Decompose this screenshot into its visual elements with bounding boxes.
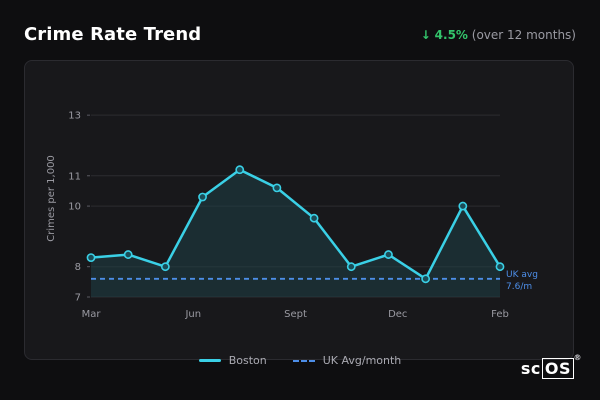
x-tick-label: Dec xyxy=(388,309,407,320)
y-tick-label: 7 xyxy=(75,293,81,304)
series-line-boston xyxy=(89,168,502,281)
legend-label-uk-avg: UK Avg/month xyxy=(322,354,402,367)
brand-reg-mark: ® xyxy=(573,353,582,362)
annotation-uk-avg-line1: UK avg xyxy=(506,270,538,280)
annotation-uk-avg-line2: 7.6/m xyxy=(506,282,532,292)
chart-title: Crime Rate Trend xyxy=(24,24,202,45)
down-arrow-icon: ↓ xyxy=(420,28,431,42)
area-fill-boston xyxy=(91,169,500,297)
data-point-boston xyxy=(458,201,468,211)
change-value: 4.5% xyxy=(434,28,468,42)
data-point-boston xyxy=(198,192,207,202)
legend-item-boston[interactable]: Boston xyxy=(198,354,267,367)
y-tick-label: 11 xyxy=(68,171,81,182)
change-context: (over 12 months) xyxy=(471,28,576,42)
data-point-boston xyxy=(123,250,133,259)
legend-item-uk-avg[interactable]: UK Avg/month xyxy=(292,354,402,367)
x-tick-label: Sept xyxy=(284,309,307,320)
x-tick-label: Feb xyxy=(491,309,509,320)
data-point-boston xyxy=(346,262,356,272)
y-tick-label: 10 xyxy=(68,202,81,213)
data-point-boston xyxy=(86,253,96,262)
brand-boxed: OS xyxy=(541,358,574,379)
data-point-boston xyxy=(384,250,393,259)
legend-swatch-boston xyxy=(198,359,221,362)
legend-swatch-uk-avg xyxy=(292,359,315,362)
brand-logo: sc OS ® xyxy=(520,353,582,379)
chart-legend: Boston UK Avg/month xyxy=(0,354,600,367)
data-point-boston xyxy=(495,262,505,272)
y-axis-label: Crimes per 1,000 xyxy=(46,155,57,242)
brand-prefix: sc xyxy=(520,359,541,378)
data-point-boston xyxy=(309,213,319,223)
change-indicator: ↓ 4.5% (over 12 months) xyxy=(421,28,576,42)
x-tick-label: Jun xyxy=(184,309,201,320)
y-tick-label: 13 xyxy=(68,111,81,122)
data-point-boston xyxy=(160,262,170,272)
data-point-boston xyxy=(235,165,245,175)
legend-label-boston: Boston xyxy=(228,354,267,367)
data-point-boston xyxy=(272,183,282,193)
data-point-boston xyxy=(421,274,431,284)
y-tick-label: 8 xyxy=(75,262,81,273)
x-tick-label: Mar xyxy=(82,309,102,320)
